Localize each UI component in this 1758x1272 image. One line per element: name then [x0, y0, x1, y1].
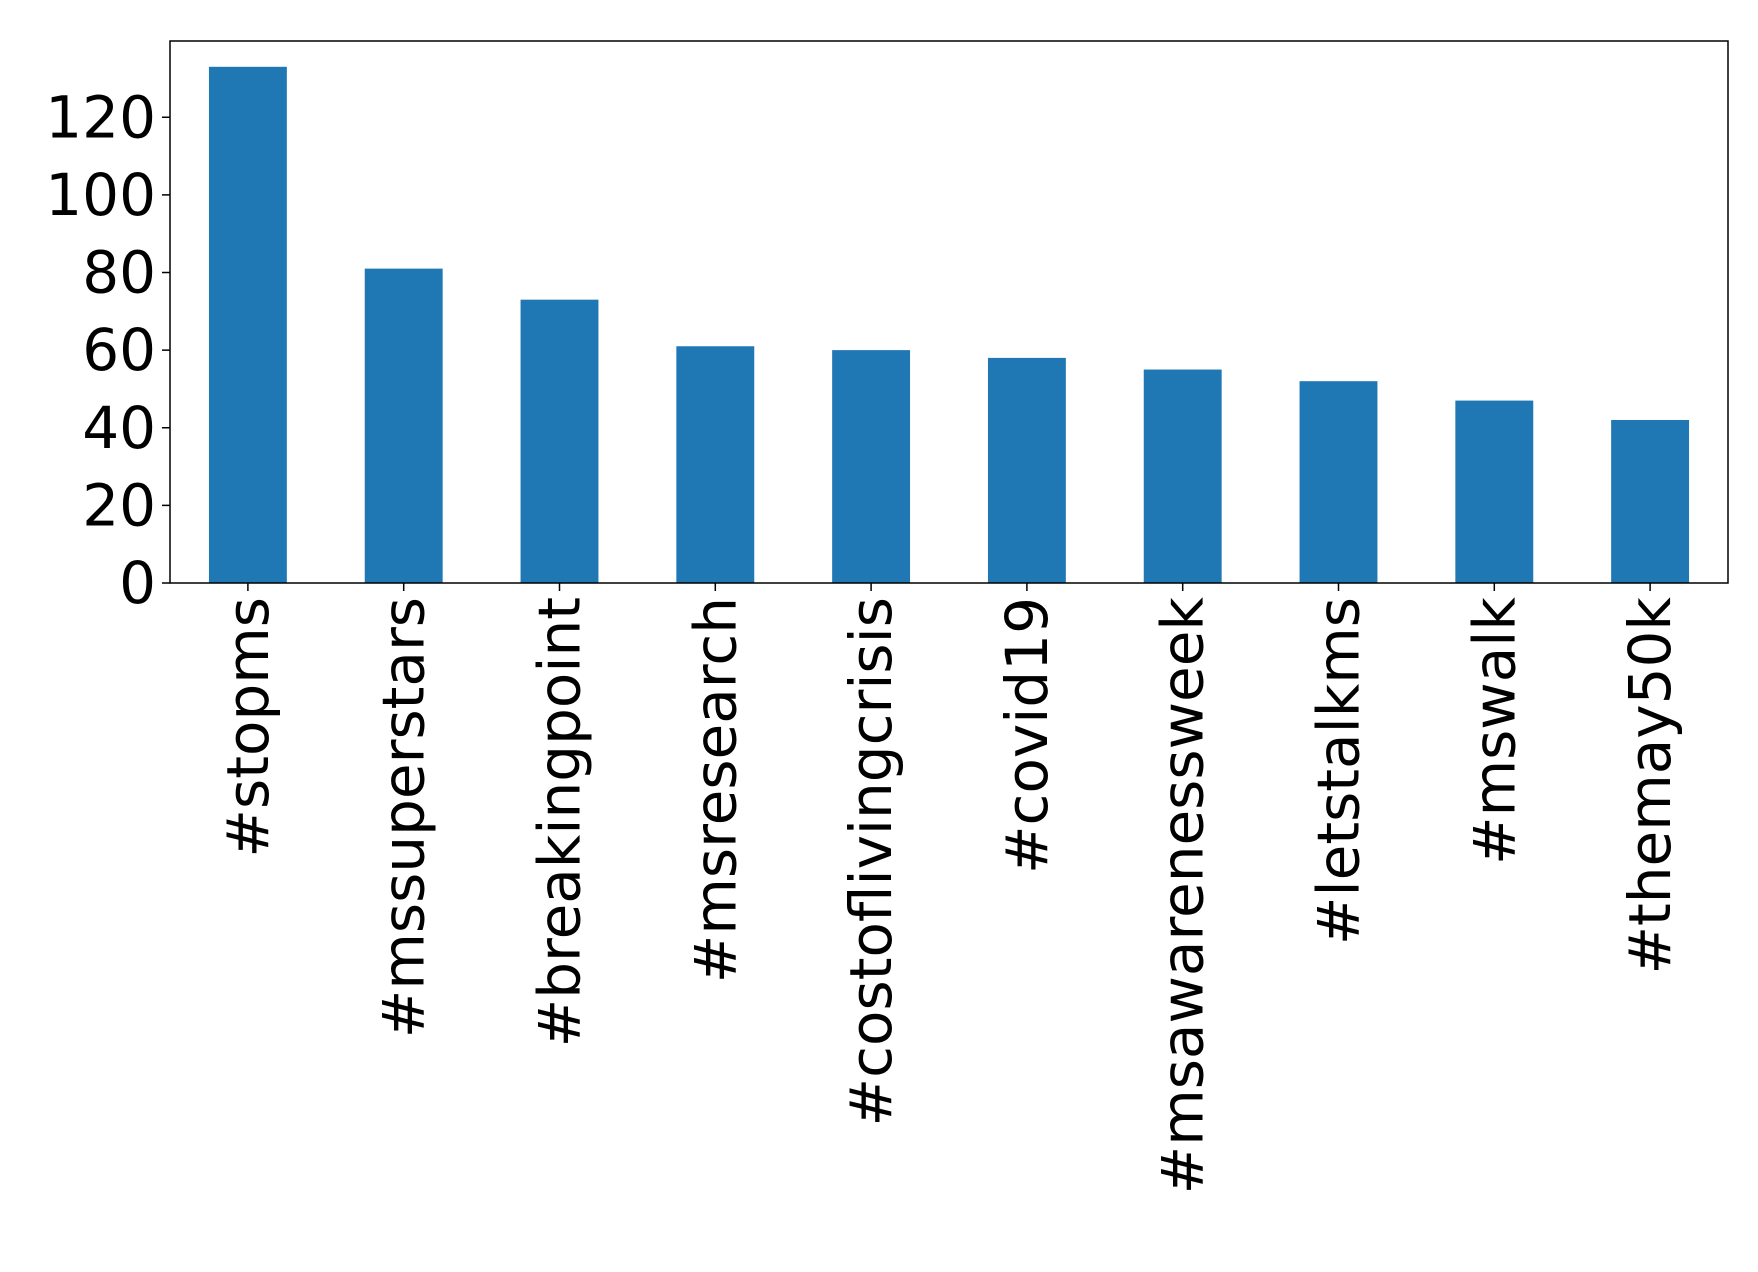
- bar: [1299, 381, 1378, 583]
- y-tick-label: 0: [119, 549, 156, 617]
- y-tick-label: 40: [82, 394, 156, 462]
- y-tick-label: 20: [82, 471, 156, 539]
- bar: [364, 268, 443, 583]
- bar: [987, 357, 1066, 583]
- x-tick-label: #mssuperstars: [370, 597, 438, 1038]
- bar: [1143, 369, 1222, 583]
- bar: [208, 66, 287, 584]
- x-tick-label: #themay50k: [1616, 597, 1684, 975]
- x-tick-label: #mswalk: [1460, 597, 1528, 865]
- x-tick-label: #msresearch: [681, 597, 749, 983]
- bar: [520, 299, 599, 583]
- x-tick-label: #stopms: [214, 597, 282, 858]
- y-tick-label: 100: [45, 161, 156, 229]
- x-tick-label: #covid19: [993, 597, 1061, 874]
- x-tick-label: #letstalkms: [1305, 597, 1373, 945]
- bar: [1455, 400, 1534, 583]
- x-tick-label: #msawarenessweek: [1149, 597, 1217, 1195]
- x-tick-label: #breakingpoint: [526, 597, 594, 1047]
- bar: [832, 350, 911, 583]
- bar: [676, 346, 755, 583]
- y-tick-label: 120: [45, 83, 156, 151]
- bar: [1611, 419, 1690, 583]
- x-tick-label: #costoflivingcrisis: [837, 597, 905, 1126]
- y-tick-label: 80: [82, 239, 156, 307]
- y-tick-label: 60: [82, 316, 156, 384]
- plot-frame: [169, 40, 1729, 584]
